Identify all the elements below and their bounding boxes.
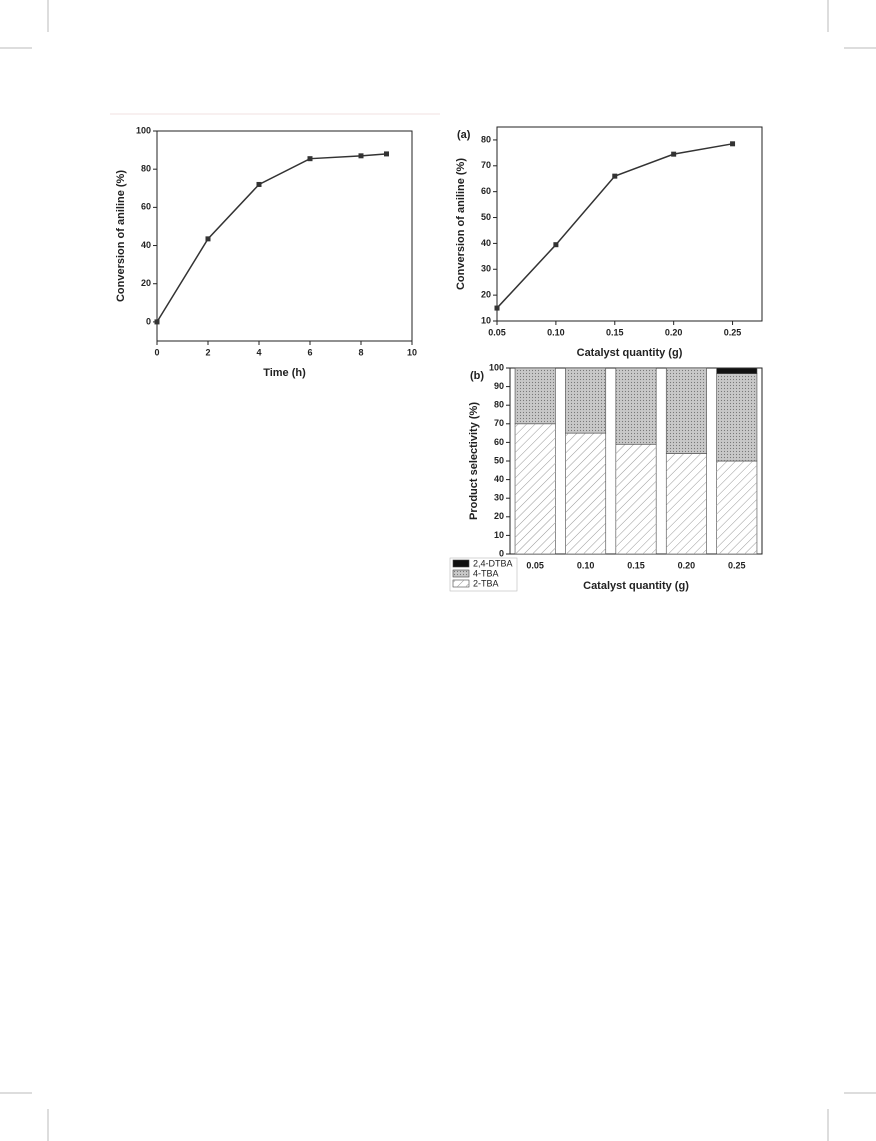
y-tick-label: 70 [481, 160, 491, 170]
y-tick-label: 100 [489, 362, 504, 372]
x-tick-label: 0.20 [678, 560, 696, 570]
x-tick-label: 0.05 [526, 560, 544, 570]
y-tick-label: 10 [481, 315, 491, 325]
y-tick-label: 40 [141, 240, 151, 250]
legend-label: 4-TBA [473, 568, 499, 578]
point [671, 151, 677, 157]
y-axis-label: Conversion of aniline (%) [455, 158, 467, 290]
point [154, 319, 160, 325]
legend-texture [453, 580, 469, 587]
y-tick-label: 30 [494, 493, 504, 503]
x-tick-label: 0.25 [724, 327, 742, 337]
bar-texture [666, 453, 707, 554]
x-tick-label: 4 [256, 347, 261, 357]
x-tick-label: 0.20 [665, 327, 683, 337]
x-tick-label: 0.05 [488, 327, 506, 337]
y-tick-label: 60 [481, 186, 491, 196]
x-tick-label: 0.15 [606, 327, 624, 337]
point [307, 156, 313, 162]
bar-segment [716, 367, 758, 374]
bar-texture [515, 423, 556, 554]
y-tick-label: 20 [141, 278, 151, 288]
bar-texture [565, 433, 606, 554]
y-tick-label: 0 [499, 548, 504, 558]
panel-label: (b) [470, 370, 484, 382]
point [384, 151, 389, 157]
y-tick-label: 40 [481, 238, 491, 248]
legend-texture [453, 570, 469, 577]
y-axis-label: Conversion of aniline (%) [115, 170, 127, 302]
y-tick-label: 20 [481, 290, 491, 300]
panel-label: (a) [457, 129, 471, 141]
x-tick-label: 0.15 [627, 560, 645, 570]
bar-texture [615, 368, 657, 445]
y-tick-label: 80 [141, 164, 151, 174]
point [494, 305, 500, 311]
y-tick-label: 80 [494, 400, 504, 410]
y-tick-label: 100 [136, 125, 151, 135]
legend-label: 2-TBA [473, 578, 499, 588]
y-tick-label: 80 [481, 134, 491, 144]
legend-swatch [452, 559, 470, 568]
x-tick-label: 10 [407, 347, 417, 357]
bar-texture [716, 373, 757, 461]
y-tick-label: 50 [494, 455, 504, 465]
x-axis-label: Catalyst quantity (g) [577, 347, 683, 359]
point [730, 141, 736, 147]
x-tick-label: 0.10 [577, 560, 595, 570]
bar-texture [565, 368, 606, 434]
point [205, 236, 211, 242]
y-axis-label: Product selectivity (%) [468, 402, 480, 520]
y-tick-label: 50 [481, 212, 491, 222]
y-tick-label: 90 [494, 381, 504, 391]
plot-frame [156, 130, 413, 342]
y-tick-label: 60 [141, 202, 151, 212]
bar-texture [615, 444, 657, 554]
point [358, 153, 364, 159]
legend-label: 2,4-DTBA [473, 558, 513, 568]
point [553, 242, 559, 248]
line [156, 153, 387, 323]
y-tick-label: 70 [494, 418, 504, 428]
y-tick-label: 10 [494, 530, 504, 540]
point [256, 181, 262, 187]
x-tick-label: 0 [154, 347, 159, 357]
y-tick-label: 0 [146, 316, 151, 326]
x-tick-label: 6 [307, 347, 312, 357]
plot-frame [496, 126, 763, 322]
y-tick-label: 60 [494, 437, 504, 447]
x-axis-label: Catalyst quantity (g) [583, 580, 689, 592]
x-tick-label: 0.10 [547, 327, 565, 337]
bar-texture [666, 368, 707, 454]
x-axis-label: Time (h) [263, 367, 306, 379]
line [496, 143, 733, 309]
bar-texture [515, 368, 556, 424]
x-tick-label: 2 [205, 347, 210, 357]
y-tick-label: 40 [494, 474, 504, 484]
bar-texture [716, 461, 757, 554]
point [612, 173, 618, 179]
y-tick-label: 30 [481, 264, 491, 274]
x-tick-label: 8 [358, 347, 363, 357]
y-tick-label: 20 [494, 511, 504, 521]
x-tick-label: 0.25 [728, 560, 746, 570]
